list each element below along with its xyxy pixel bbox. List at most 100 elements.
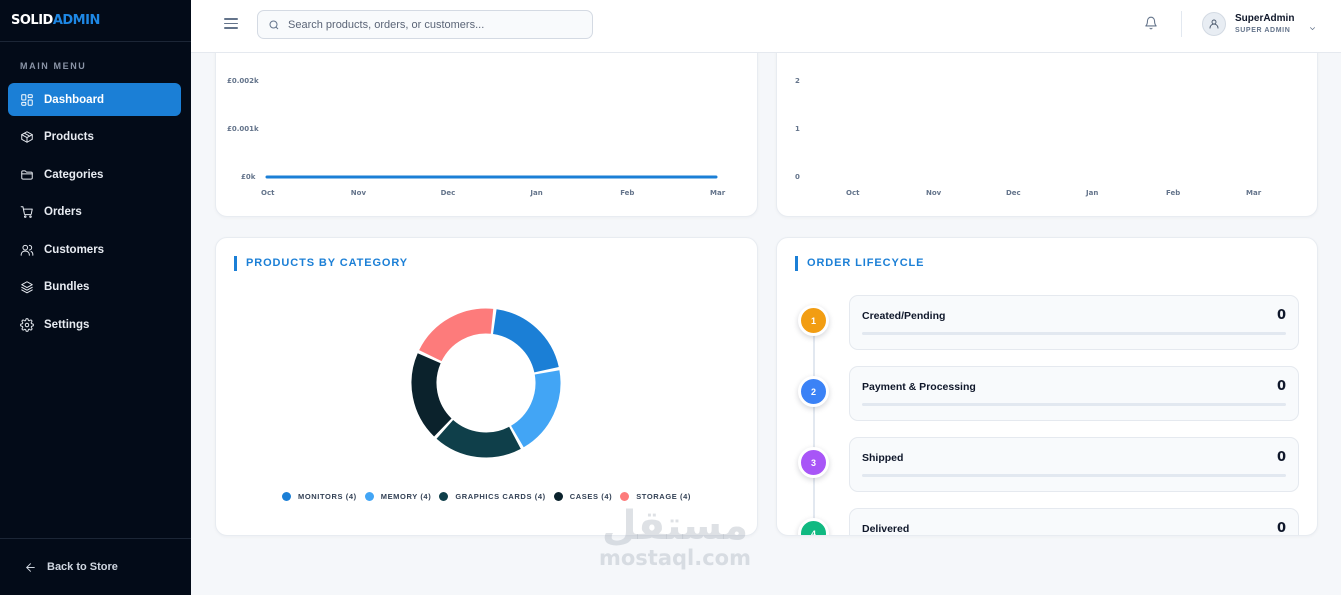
y-tick-label: 2 [795, 77, 800, 85]
legend-item[interactable]: STORAGE (4) [620, 492, 691, 501]
donut-slice[interactable] [436, 419, 521, 458]
lifecycle-step-payment[interactable]: Payment & Processing 0 [849, 366, 1299, 421]
lifecycle-step-delivered[interactable]: Delivered 0 [849, 508, 1299, 536]
user-info: SuperAdmin SUPER ADMIN [1235, 13, 1295, 35]
donut-slice[interactable] [411, 353, 452, 437]
legend-dot [620, 492, 630, 501]
chevron-down-icon [1308, 20, 1317, 30]
lifecycle-step-created[interactable]: Created/Pending 0 [849, 295, 1299, 350]
x-tick-label: Dec [1006, 189, 1021, 197]
x-tick-label: Jan [530, 189, 543, 197]
sidebar-item-label: Customers [44, 243, 105, 256]
sidebar-item-label: Orders [44, 206, 82, 218]
legend-label: CASES (4) [569, 492, 613, 501]
step-count: 0 [1276, 308, 1286, 323]
step-number: 1 [810, 315, 816, 326]
sidebar-item-categories[interactable]: Categories [8, 158, 181, 191]
x-tick-label: Dec [440, 189, 456, 197]
y-tick-label: £0k [241, 173, 256, 181]
search-input[interactable] [288, 18, 578, 31]
step-number-badge: 1 [798, 305, 829, 336]
step-label: Delivered [862, 523, 910, 535]
step-label: Payment & Processing [862, 381, 976, 393]
section-title: ORDER LIFECYCLE [795, 256, 924, 271]
back-to-store-link[interactable]: Back to Store [0, 538, 191, 595]
products-by-category-card: PRODUCTS BY CATEGORY MONITORS (4) MEMORY … [215, 237, 758, 536]
step-label: Shipped [862, 452, 904, 464]
main-nav: Dashboard Products Categories Orders Cus… [8, 83, 181, 346]
y-tick-label: 0 [795, 173, 800, 181]
donut-slice[interactable] [492, 309, 559, 373]
step-number-badge: 3 [798, 447, 829, 478]
bell-icon [1145, 16, 1157, 30]
step-number: 2 [810, 386, 816, 397]
sidebar-item-orders[interactable]: Orders [8, 196, 181, 229]
x-tick-label: Jan [1086, 189, 1099, 197]
brand-logo-part-1: SOLID [11, 13, 53, 28]
legend-dot [553, 492, 563, 501]
sidebar-item-dashboard[interactable]: Dashboard [8, 83, 181, 116]
x-tick-label: Feb [1166, 189, 1181, 197]
step-progress-bar [862, 332, 1286, 335]
legend-item[interactable]: MEMORY (4) [364, 492, 432, 501]
category-donut-chart [411, 308, 561, 458]
legend-label: MONITORS (4) [297, 492, 357, 501]
legend-item[interactable]: GRAPHICS CARDS (4) [439, 492, 545, 501]
sidebar: SOLIDADMIN MAIN MENU Dashboard Products … [0, 0, 191, 595]
sidebar-item-label: Bundles [44, 281, 90, 293]
legend-item[interactable]: MONITORS (4) [281, 492, 357, 501]
sidebar-item-label: Categories [44, 168, 104, 181]
x-tick-label: Mar [710, 189, 726, 197]
legend-dot [281, 492, 291, 501]
hamburger-line [224, 27, 238, 29]
user-menu[interactable]: SuperAdmin SUPER ADMIN [1202, 12, 1317, 36]
gear-icon [20, 317, 34, 332]
step-count: 0 [1276, 521, 1286, 536]
user-role: SUPER ADMIN [1235, 27, 1291, 34]
section-title: PRODUCTS BY CATEGORY [234, 256, 408, 271]
sidebar-item-products[interactable]: Products [8, 121, 181, 154]
step-number-badge: 4 [798, 518, 829, 536]
donut-slice[interactable] [510, 370, 561, 448]
revenue-line-chart [265, 175, 718, 179]
y-tick-label: £0.001k [227, 125, 259, 133]
notifications-button[interactable] [1144, 16, 1158, 30]
user-name: SuperAdmin [1235, 13, 1295, 24]
brand-logo-part-2: ADMIN [52, 13, 101, 28]
avatar [1202, 12, 1226, 36]
legend-item[interactable]: CASES (4) [553, 492, 613, 501]
legend-label: GRAPHICS CARDS (4) [455, 492, 546, 501]
sidebar-item-customers[interactable]: Customers [8, 233, 181, 266]
legend-label: STORAGE (4) [636, 492, 692, 501]
x-tick-label: Oct [846, 189, 860, 197]
y-tick-label: £0.002k [227, 77, 259, 85]
top-header: SuperAdmin SUPER ADMIN [191, 0, 1341, 53]
donut-slice[interactable] [419, 308, 494, 362]
x-tick-label: Mar [1246, 189, 1262, 197]
step-progress-bar [862, 474, 1286, 477]
back-to-store-label: Back to Store [47, 561, 118, 573]
sidebar-item-label: Dashboard [44, 93, 105, 106]
brand-logo[interactable]: SOLIDADMIN [11, 13, 100, 28]
menu-toggle-button[interactable] [224, 18, 238, 32]
order-lifecycle-card: ORDER LIFECYCLE 1 Created/Pending 0 2 Pa… [776, 237, 1318, 536]
watermark-latin: mostaql.com [599, 546, 751, 570]
hamburger-line [224, 18, 238, 20]
folder-icon [21, 169, 33, 180]
sidebar-item-label: Products [44, 131, 94, 143]
hamburger-line [224, 22, 238, 25]
sidebar-item-label: Settings [44, 318, 90, 331]
x-tick-label: Oct [261, 189, 275, 197]
cart-icon [20, 206, 33, 218]
sidebar-item-settings[interactable]: Settings [8, 308, 181, 341]
step-number: 4 [810, 528, 816, 536]
step-count: 0 [1276, 379, 1286, 394]
legend-dot [439, 492, 449, 501]
chart-legend: MONITORS (4) MEMORY (4) GRAPHICS CARDS (4)… [216, 492, 757, 501]
sidebar-item-bundles[interactable]: Bundles [8, 271, 181, 304]
lifecycle-step-shipped[interactable]: Shipped 0 [849, 437, 1299, 492]
timeline-line [813, 318, 815, 535]
step-number: 3 [810, 457, 816, 468]
step-progress-bar [862, 403, 1286, 406]
search-icon [269, 20, 279, 29]
